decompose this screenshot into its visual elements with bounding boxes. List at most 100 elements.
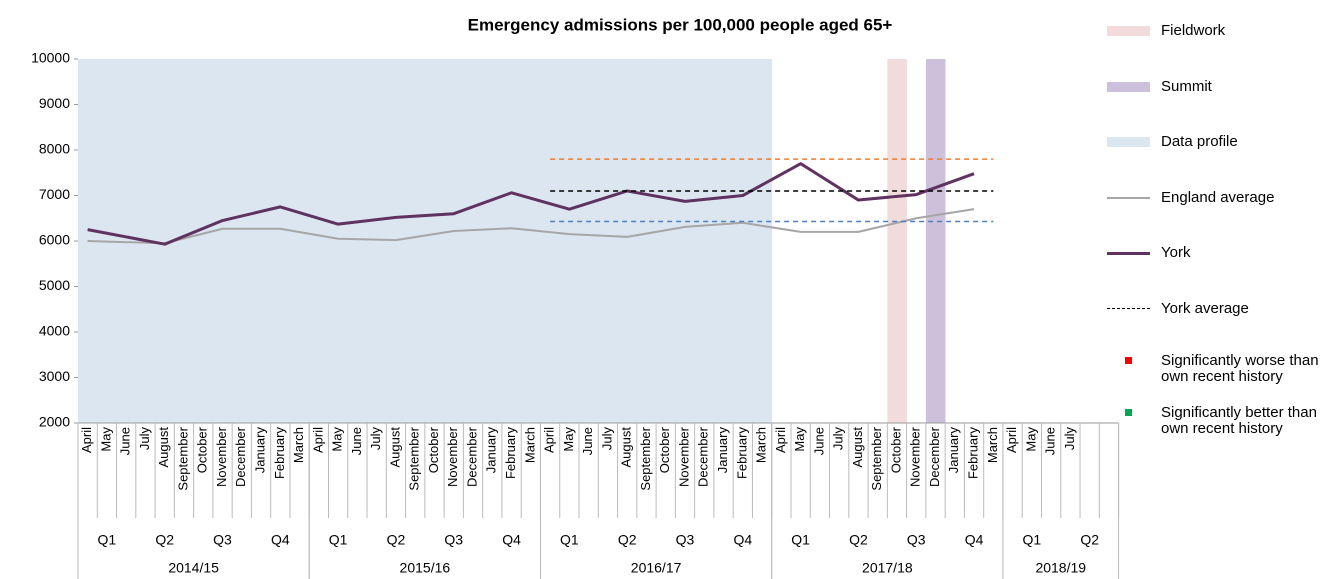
shade-bar <box>347 59 368 423</box>
legend-entry: Significantly better than own recent his… <box>1105 405 1339 437</box>
legend-swatch <box>1105 23 1155 39</box>
series-line <box>87 162 975 246</box>
x-tick-label: May <box>1023 427 1038 452</box>
x-tick-label: August <box>387 427 402 468</box>
quarter-label: Q1 <box>560 532 579 548</box>
legend-entry: York average <box>1105 301 1339 317</box>
legend-swatch <box>1105 405 1155 421</box>
x-tick-label: September <box>869 426 884 490</box>
quarter-label: Q2 <box>1080 532 1099 548</box>
legend-entry: Fieldwork <box>1105 23 1339 39</box>
x-tick-label: July <box>1062 427 1077 451</box>
x-tick-label: February <box>503 427 518 480</box>
x-tick-label: January <box>484 427 499 474</box>
legend-label: Summit <box>1161 77 1212 95</box>
legend-label: Fieldwork <box>1161 22 1226 39</box>
shade-bar <box>540 59 561 423</box>
x-tick-label: December <box>233 426 248 487</box>
quarter-label: Q4 <box>271 532 290 548</box>
x-tick-label: December <box>696 426 711 487</box>
shade-bar <box>559 59 580 423</box>
x-tick-label: October <box>888 426 903 473</box>
shade-bar <box>116 59 137 423</box>
quarter-label: Q4 <box>965 532 984 548</box>
x-tick-label: June <box>349 427 364 455</box>
x-tick-label: June <box>580 427 595 455</box>
x-tick-label: May <box>792 427 807 452</box>
x-tick-label: November <box>214 426 229 487</box>
series-line <box>87 208 975 245</box>
quarter-label: Q1 <box>1023 532 1042 548</box>
legend-entry: England average <box>1105 188 1339 206</box>
shade-bar <box>155 59 175 423</box>
quarter-label: Q4 <box>502 532 521 548</box>
quarter-label: Q3 <box>444 532 463 548</box>
shade-bar <box>405 59 426 423</box>
shade-bar <box>925 59 946 423</box>
x-tick-label: June <box>118 427 133 455</box>
x-tick-label: April <box>1004 427 1019 453</box>
shade-bar <box>444 59 464 423</box>
x-tick-label: July <box>368 427 383 451</box>
legend-entry: Significantly worse than own recent hist… <box>1105 353 1339 385</box>
legend-entry: York <box>1105 245 1339 261</box>
shade-bar <box>193 59 214 423</box>
x-tick-label: August <box>619 427 634 468</box>
quarter-label: Q2 <box>618 532 637 548</box>
x-tick-label: February <box>272 427 287 480</box>
x-tick-label: January <box>946 427 961 474</box>
x-tick-label: January <box>253 427 268 474</box>
year-label: 2017/18 <box>862 560 913 576</box>
shade-bar <box>501 59 522 423</box>
legend-swatch <box>1105 353 1155 369</box>
legend-label: York average <box>1161 300 1249 317</box>
shade-bar <box>212 59 233 423</box>
y-tick-label: 5000 <box>39 277 70 293</box>
shade-bar <box>232 59 252 423</box>
x-tick-label: September <box>175 426 190 490</box>
legend-swatch <box>1105 134 1155 150</box>
x-tick-label: September <box>407 426 422 490</box>
x-tick-label: April <box>79 427 94 453</box>
x-tick-label: November <box>445 426 460 487</box>
legend-label: Significantly better than own recent his… <box>1161 404 1317 437</box>
chart-title: Emergency admissions per 100,000 people … <box>468 15 893 34</box>
x-tick-label: August <box>156 427 171 468</box>
legend: Fieldwork Summit Data profile England avera… <box>1105 0 1343 579</box>
x-tick-label: June <box>1043 427 1058 455</box>
legend-swatch <box>1105 79 1155 95</box>
legend-label: Data profile <box>1161 133 1238 151</box>
shade-bar <box>309 59 329 423</box>
x-tick-label: April <box>773 427 788 453</box>
shade-bar <box>521 59 541 423</box>
legend-label: England average <box>1161 188 1275 206</box>
legend-label: York <box>1161 244 1191 262</box>
legend-swatch <box>1105 190 1155 206</box>
quarter-label: Q1 <box>329 532 348 548</box>
y-tick-label: 10000 <box>31 50 70 66</box>
x-tick-label: March <box>754 427 769 463</box>
shade-bar <box>617 59 638 423</box>
y-tick-label: 2000 <box>39 414 70 430</box>
x-tick-label: October <box>195 426 210 473</box>
shade-bar <box>367 59 387 423</box>
x-tick-label: August <box>850 427 865 468</box>
shade-bar <box>598 59 618 423</box>
shade-bar <box>328 59 349 423</box>
shade-bar <box>482 59 503 423</box>
x-tick-label: February <box>734 427 749 480</box>
shade-bar <box>174 59 194 423</box>
x-tick-label: September <box>638 426 653 490</box>
x-tick-label: March <box>291 427 306 463</box>
quarter-label: Q4 <box>733 532 752 548</box>
quarter-label: Q2 <box>849 532 868 548</box>
y-tick-label: 4000 <box>39 323 70 339</box>
shade-bar <box>270 59 291 423</box>
x-tick-label: July <box>599 427 614 451</box>
x-tick-label: November <box>676 426 691 487</box>
year-label: 2018/19 <box>1035 560 1086 576</box>
x-tick-label: January <box>715 427 730 474</box>
y-tick-label: 9000 <box>39 95 70 111</box>
y-tick-label: 8000 <box>39 141 70 157</box>
